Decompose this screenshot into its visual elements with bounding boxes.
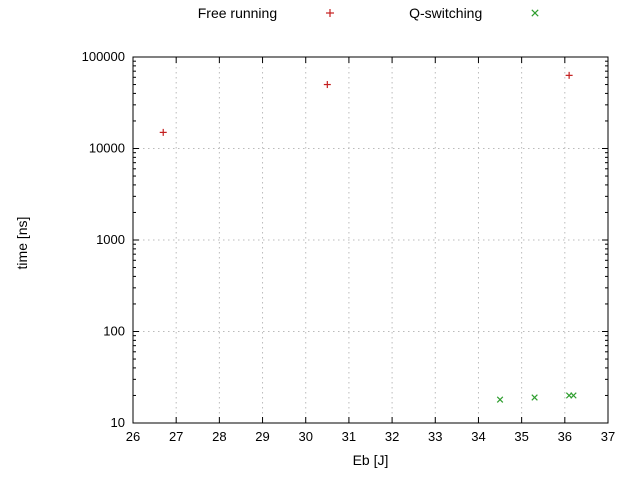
svg-text:100: 100: [103, 324, 125, 339]
legend-label-free-running: Free running: [197, 5, 278, 21]
svg-text:1000: 1000: [96, 232, 125, 247]
svg-text:10: 10: [111, 415, 125, 430]
svg-text:100000: 100000: [82, 49, 125, 64]
svg-text:37: 37: [601, 429, 615, 444]
x-axis-label: Eb [J]: [352, 452, 389, 468]
svg-text:30: 30: [298, 429, 312, 444]
svg-text:27: 27: [169, 429, 183, 444]
svg-text:26: 26: [126, 429, 140, 444]
svg-text:33: 33: [428, 429, 442, 444]
svg-text:36: 36: [558, 429, 572, 444]
cross-marker-icon: [528, 6, 542, 20]
svg-text:10000: 10000: [89, 141, 125, 156]
legend-item-free-running: Free running: [198, 5, 337, 21]
plus-marker-icon: [323, 6, 337, 20]
svg-text:28: 28: [212, 429, 226, 444]
legend-label-q-switching: Q-switching: [409, 5, 483, 21]
svg-text:29: 29: [255, 429, 269, 444]
svg-text:34: 34: [471, 429, 485, 444]
svg-text:32: 32: [385, 429, 399, 444]
legend-item-q-switching: Q-switching: [409, 5, 542, 21]
legend: Free running Q-switching: [0, 5, 640, 21]
svg-text:31: 31: [342, 429, 356, 444]
svg-text:35: 35: [514, 429, 528, 444]
